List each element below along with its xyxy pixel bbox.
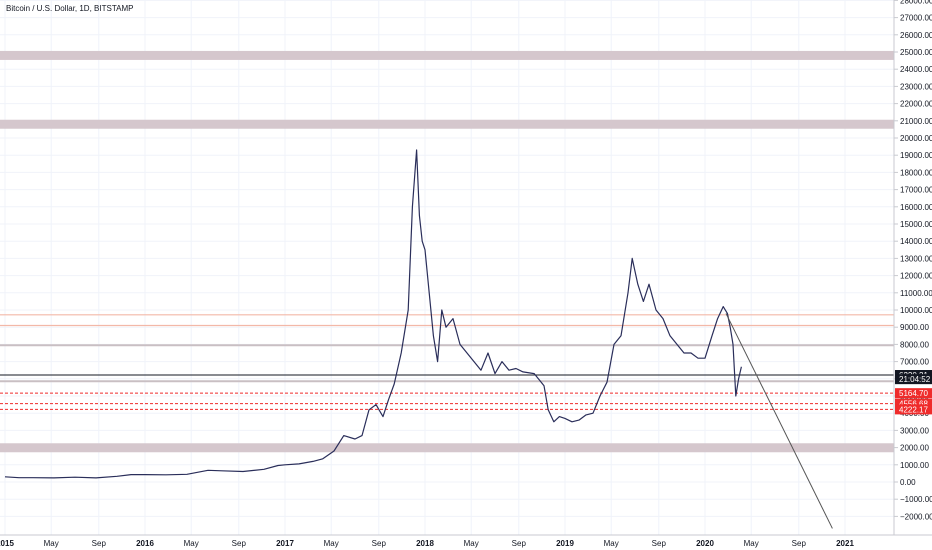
support-resistance-band[interactable] [0, 50, 894, 60]
chart-title: Bitcoin / U.S. Dollar, 1D, BITSTAMP [6, 4, 133, 13]
time-axis-tick-label: 2017 [276, 539, 294, 548]
price-axis-tick-label: 14000.00 [900, 237, 932, 246]
price-axis-tick-label: 7000.00 [900, 358, 929, 367]
time-axis-tick-label: 2020 [696, 539, 714, 548]
price-axis-tick-label: 13000.00 [900, 254, 932, 263]
time-axis-tick-label: May [324, 539, 339, 548]
time-axis-tick-label: May [464, 539, 479, 548]
price-axis-tick-label: 16000.00 [900, 203, 932, 212]
price-tag-label: 21:04:52 [899, 375, 931, 384]
price-axis-tick-label: 20000.00 [900, 134, 932, 143]
price-axis-tick-label: 18000.00 [900, 168, 932, 177]
price-axis-tick-label: −2000.00 [900, 512, 932, 521]
time-axis-tick-label: 2021 [836, 539, 854, 548]
price-tag-box [895, 388, 932, 399]
horizontal-level-lines [0, 50, 894, 453]
time-axis-tick-label: Sep [372, 539, 387, 548]
support-resistance-band[interactable] [0, 443, 894, 453]
price-axis-tick-label: 8000.00 [900, 340, 929, 349]
price-axis-tick-label: 2000.00 [900, 444, 929, 453]
time-axis-tick-label: May [184, 539, 199, 548]
trendline-segment[interactable] [725, 313, 833, 529]
time-axis-tick-label: Sep [232, 539, 247, 548]
price-series-line [4, 149, 742, 479]
time-axis-tick-label: Sep [792, 539, 807, 548]
price-axis-tick-label: 3000.00 [900, 426, 929, 435]
time-axis-tick-label: 2018 [416, 539, 434, 548]
price-axis-tick-label: 0.00 [900, 478, 916, 487]
price-axis-tick-label: −1000.00 [900, 495, 932, 504]
time-axis-tick-label: May [604, 539, 619, 548]
time-axis-tick-label: 2015 [0, 539, 14, 548]
time-axis-tick-label: Sep [512, 539, 527, 548]
price-tag-label: 4222.17 [899, 405, 928, 414]
price-axis-tick-label: 24000.00 [900, 65, 932, 74]
trendline [725, 313, 833, 529]
time-axis-tick-label: 2019 [556, 539, 574, 548]
price-tag-box [895, 404, 932, 415]
price-axis-tick-label: 23000.00 [900, 82, 932, 91]
price-tag-label: 5164.70 [899, 389, 928, 398]
time-axis-tick-label: 2016 [136, 539, 154, 548]
price-tag-box [895, 398, 932, 409]
time-axis-tick-label: May [744, 539, 759, 548]
price-axis-tick-label: 28000.00 [900, 0, 932, 5]
price-axis-tick-label: 26000.00 [900, 31, 932, 40]
price-axis-tick-label: 27000.00 [900, 14, 932, 23]
time-axis[interactable]: 2015 May Sep 2016 May Sep 2017 May Sep 2018 May Sep… [0, 539, 854, 548]
price-axis-tick-label: 22000.00 [900, 100, 932, 109]
price-tag-box [895, 374, 932, 385]
price-axis-tick-label: 1000.00 [900, 461, 929, 470]
price-axis-tick-label: 25000.00 [900, 48, 932, 57]
price-axis-tick-label: 17000.00 [900, 186, 932, 195]
support-resistance-band[interactable] [0, 119, 894, 129]
time-axis-tick-label: Sep [652, 539, 667, 548]
time-axis-tick-label: Sep [92, 539, 107, 548]
price-axis-tick-label: 21000.00 [900, 117, 932, 126]
price-axis-tick-label: 12000.00 [900, 272, 932, 281]
price-axis-tick-label: 19000.00 [900, 151, 932, 160]
price-axis-tick-label: 11000.00 [900, 289, 932, 298]
price-axis-tick-label: 15000.00 [900, 220, 932, 229]
price-series [4, 149, 742, 479]
price-axis-tick-label: 9000.00 [900, 323, 929, 332]
time-axis-tick-label: May [44, 539, 59, 548]
price-tag-label: 4556.68 [899, 400, 928, 409]
price-axis-tick-label: 10000.00 [900, 306, 932, 315]
